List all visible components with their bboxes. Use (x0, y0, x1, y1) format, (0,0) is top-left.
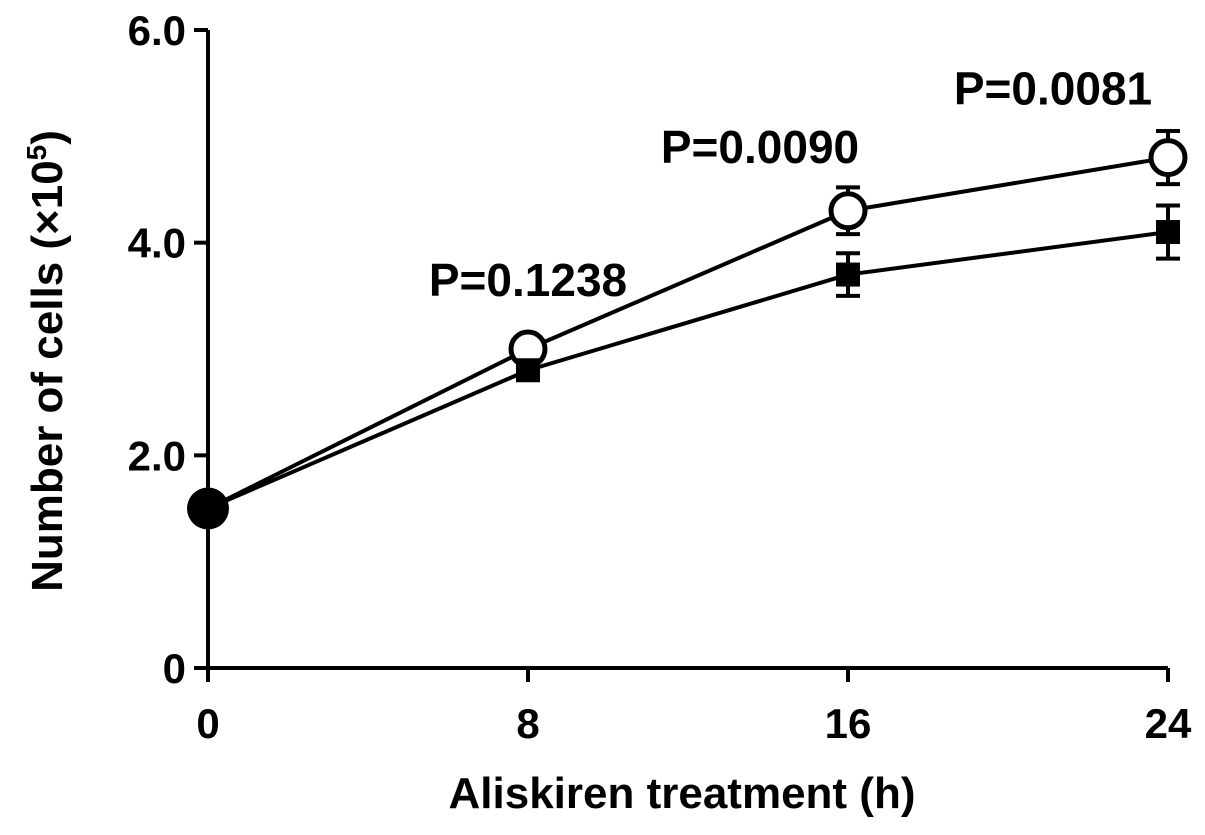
series-1-point (828, 191, 868, 231)
y-tick-label: 4.0 (128, 220, 186, 267)
y-tick-label: 2.0 (128, 432, 186, 479)
series-2-line (207, 230, 1169, 511)
y-tick-label: 6.0 (128, 7, 186, 54)
y-axis-title-main: Number of cells ( (23, 235, 72, 592)
y-axis-title: Number of cells (×105) (21, 130, 72, 592)
x-tick-label: 24 (1145, 700, 1192, 747)
p-value-label: P=0.0090 (661, 121, 859, 173)
x-tick-label: 0 (196, 700, 219, 747)
series-2-point (836, 262, 860, 287)
y-axis-title-close: ) (23, 130, 72, 145)
series-2-point (516, 358, 540, 383)
series-1-point (1148, 138, 1188, 178)
x-tick-label: 16 (825, 700, 872, 747)
y-axis-title-exponent: 5 (21, 145, 52, 161)
x-axis-title: Aliskiren treatment (h) (449, 769, 916, 818)
p-value-label: P=0.0081 (954, 62, 1152, 114)
x-tick-label: 8 (516, 700, 539, 747)
series-1-line (207, 155, 1169, 511)
series-2-point (1156, 220, 1180, 245)
y-axis-title-times: ×10 (23, 160, 72, 235)
start-point (187, 487, 229, 530)
y-tick-label: 0 (163, 645, 186, 692)
p-value-label: P=0.1238 (429, 254, 627, 306)
